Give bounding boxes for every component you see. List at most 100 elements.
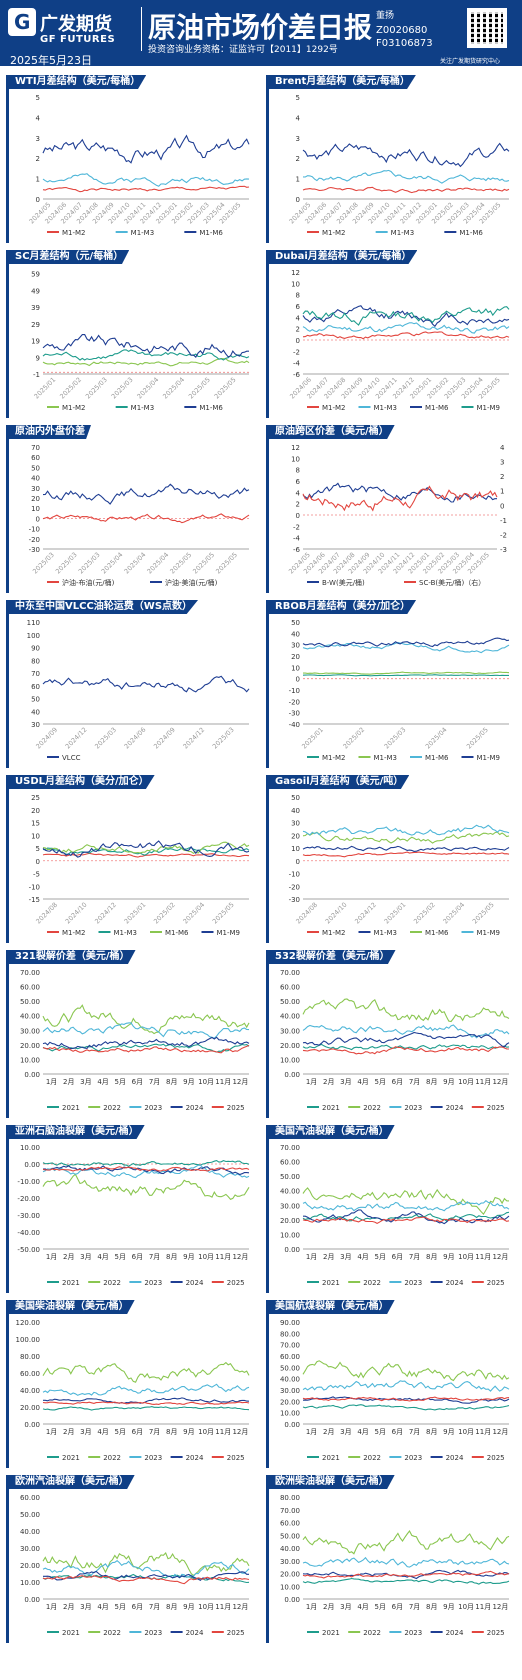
legend-label: 2022 (363, 1629, 381, 1637)
y-tick-label: 0.00 (24, 1421, 40, 1429)
y-tick-label: 0 (36, 858, 40, 866)
x-tick-label: 2024/08 (34, 901, 59, 926)
report-title: 原油市场价差日报 (148, 11, 373, 44)
x-tick-label: 8月 (426, 1428, 437, 1436)
legend-label: 2021 (62, 1454, 80, 1462)
header-footnote: 关注广发期货研究中心 (440, 58, 501, 65)
chart-title: Brent月差结构（美元/每桶） (269, 75, 416, 89)
y-tick-label: 0.00 (284, 1421, 300, 1429)
x-tick-label: 2025/01 (33, 376, 58, 401)
series-line (303, 1209, 510, 1225)
legend-label: 2025 (227, 1629, 245, 1637)
series-line (302, 641, 510, 654)
chart-title: USDL月差结构（美分/加仑） (9, 775, 155, 789)
x-tick-label: 1月 (46, 1253, 57, 1261)
legend-label: 2022 (103, 1629, 121, 1637)
y-tick-label: -5 (33, 871, 40, 879)
x-tick-label: 1月 (306, 1078, 317, 1086)
x-tick-label: 7月 (149, 1078, 160, 1086)
series-line (302, 1380, 510, 1392)
chart-title: 中东至中国VLCC油轮运费（WS点数） (9, 600, 199, 614)
report-date: 2025年5月23日 (10, 54, 92, 67)
series-line (42, 1361, 250, 1383)
series-line (302, 1396, 510, 1402)
y-tick-label: 12 (291, 269, 300, 277)
series-line (302, 186, 510, 194)
y-tick-label: 60.00 (280, 1520, 300, 1528)
x-tick-label: 7月 (409, 1603, 420, 1611)
series-line (42, 1044, 250, 1054)
y-tick-label: 50.00 (280, 1532, 300, 1540)
y-tick-label: 30.00 (280, 1558, 300, 1566)
y-tick-label: 100.00 (16, 1336, 41, 1344)
x-tick-label: 11月 (215, 1253, 231, 1261)
y-tick-label: -20 (29, 536, 40, 544)
x-tick-label: 1月 (306, 1428, 317, 1436)
y-tick-label: -4 (293, 535, 301, 543)
y-tick-label: 4 (296, 114, 301, 122)
legend-label: 2022 (103, 1454, 121, 1462)
y-tick-label: 60.00 (20, 1494, 40, 1502)
y-tick-label: 80.00 (280, 1494, 300, 1502)
y-tick-label: -20 (289, 883, 300, 891)
y-tick-label: -10 (289, 687, 300, 695)
y-tick-label: 20 (291, 832, 300, 840)
x-tick-label: 10月 (458, 1253, 474, 1261)
legend-label: 2025 (487, 1104, 505, 1112)
chart-panel: WTI月差结构（美元/每桶） 0 1 2 3 4 5 2024/05 2024/06 2024/0… (6, 75, 259, 243)
series-line (42, 1552, 250, 1577)
y-tick-label: 10 (31, 832, 40, 840)
y-tick-label: -2 (293, 523, 300, 531)
series-line (302, 1187, 510, 1216)
y-tick-label: -20 (289, 698, 300, 706)
chart-svg: 0.00 10.00 20.00 30.00 40.00 50.00 60.00 70.00 1… (20, 969, 250, 1112)
chart-title: Dubai月差结构（美元/每桶） (269, 250, 418, 264)
x-tick-label: 2025/03 (383, 726, 408, 751)
series-line (302, 1046, 510, 1055)
y-tick-label: 2 (296, 501, 300, 509)
y-tick-label: 50 (291, 794, 300, 802)
series-line (302, 1216, 510, 1225)
chart-title: 亚洲石脑油裂解（美元/桶） (9, 1125, 145, 1139)
y-tick-label: 50 (291, 619, 300, 627)
series-line (42, 1383, 250, 1396)
y-tick-label: 20 (31, 807, 40, 815)
series-line (302, 1043, 510, 1051)
legend-label: 2025 (487, 1629, 505, 1637)
x-tick-label: 2025/03 (211, 726, 236, 751)
series-line (42, 513, 250, 524)
y-tick-label: 12 (291, 444, 300, 452)
x-tick-label: 2025/04 (442, 901, 467, 926)
x-tick-label: 4月 (357, 1253, 368, 1261)
x-tick-label: 9月 (443, 1078, 454, 1086)
y2-tick-label: 0 (500, 502, 504, 510)
legend-label: M1-M3 (131, 404, 155, 412)
legend-label: M1-M6 (425, 404, 449, 412)
y-tick-label: 0 (296, 858, 300, 866)
series-line (302, 142, 510, 168)
x-tick-label: 12月 (492, 1078, 508, 1086)
x-tick-label: 2025/01 (383, 901, 408, 926)
y-tick-label: 10.00 (20, 1144, 40, 1152)
x-tick-label: 2025/02 (58, 376, 83, 401)
chart-title: SC月差结构（元/每桶） (9, 250, 130, 264)
legend-label: M1-M2 (322, 929, 346, 937)
y-tick-label: 10.00 (280, 1056, 300, 1064)
x-tick-label: 1月 (46, 1603, 57, 1611)
x-tick-label: 10月 (198, 1078, 214, 1086)
x-tick-label: 1月 (306, 1253, 317, 1261)
y-tick-label: 50 (31, 696, 40, 704)
y-tick-label: 3 (36, 135, 40, 143)
x-tick-label: 6月 (392, 1603, 403, 1611)
y-tick-label: 40.00 (20, 1387, 40, 1395)
chart-panel: 原油内外盘价差 -30 -20 -10 0 10 20 30 40 50 60 70 2025/03 20… (6, 425, 259, 593)
legend-label: M1-M6 (425, 929, 449, 937)
y-tick-label: 40 (291, 807, 300, 815)
y-tick-label: 70.00 (20, 969, 40, 977)
x-tick-label: 2025/05 (465, 726, 490, 751)
chart-svg: -30-20-100102030405060702025/032025/0320… (29, 444, 250, 587)
chart-title: 欧洲汽油裂解（美元/桶） (9, 1475, 135, 1489)
y-tick-label: 29 (31, 321, 40, 329)
y2-tick-label: 4 (500, 444, 505, 452)
y-tick-label: 5 (36, 94, 40, 102)
